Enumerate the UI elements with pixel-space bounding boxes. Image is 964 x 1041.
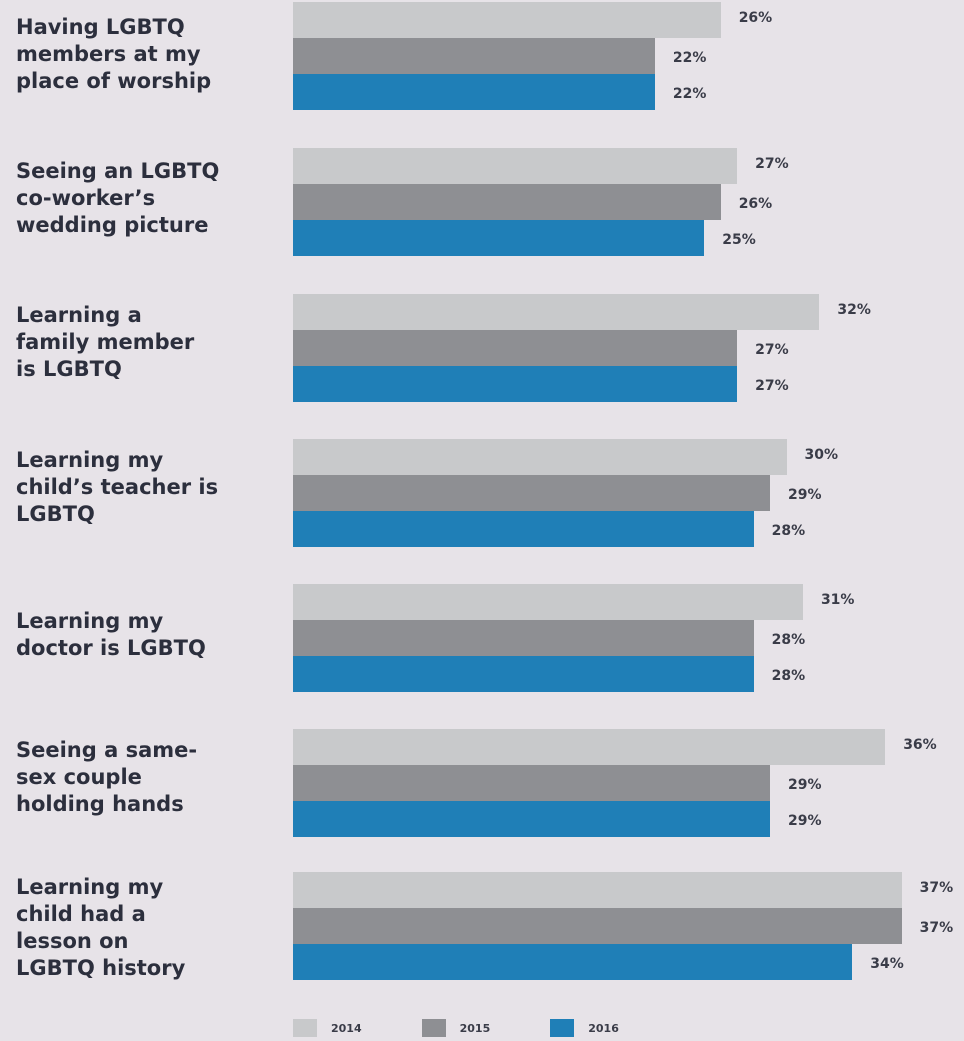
bar-2014 [293,584,803,620]
bar-2014 [293,729,886,765]
bar-2016 [293,944,853,980]
category-label: Having LGBTQ members at my place of wors… [16,15,212,93]
bar-2015 [293,38,655,74]
legend-item-2015: 2015 [421,1019,491,1037]
data-label: 37% [919,920,954,936]
data-label: 34% [870,956,904,972]
bar-2014 [293,294,820,330]
data-label: 28% [771,523,806,539]
legend-swatch-2014 [293,1019,317,1037]
data-label: 28% [771,668,806,684]
data-label: 22% [672,50,707,66]
bar-2015 [293,620,754,656]
bar-2015 [293,330,738,366]
data-label: 27% [755,156,789,172]
data-label: 29% [788,813,822,829]
bar-2015 [293,475,771,511]
bar-2016 [293,511,754,547]
bar-2014 [293,439,787,475]
data-label: 29% [788,777,822,793]
legend-swatch-2016 [550,1019,575,1037]
bar-2015 [293,908,902,944]
category-label: Seeing an LGBTQ co-worker’s wedding pict… [16,159,220,237]
bar-2014 [293,872,902,908]
bar-2015 [293,765,771,801]
category-label: Learning my doctor is LGBTQ [16,609,206,660]
legend-item-2014: 2014 [293,1019,362,1037]
data-label: 25% [722,232,756,248]
chart-legend: 2014 2015 2016 [293,1019,619,1037]
legend-swatch-2015 [421,1019,446,1037]
data-label: 26% [738,196,773,212]
data-label: 37% [919,880,954,896]
data-label: 28% [771,632,806,648]
legend-label-2016: 2016 [588,1021,619,1035]
data-label: 27% [755,342,789,358]
data-label: 29% [788,487,822,503]
legend-label-2015: 2015 [459,1021,491,1035]
legend-item-2016: 2016 [550,1019,619,1037]
category-label: Seeing a same- sex couple holding hands [16,738,198,816]
category-label: Learning my child had a lesson on LGBTQ … [16,875,186,980]
category-label: Learning a family member is LGBTQ [16,303,195,381]
category-label: Learning my child’s teacher is LGBTQ [16,448,219,526]
bar-2015 [293,184,721,220]
bar-2016 [293,366,738,402]
data-label: 26% [738,10,773,26]
data-label: 30% [804,447,839,463]
bar-2016 [293,220,705,256]
bar-2014 [293,2,721,38]
bar-2016 [293,656,754,692]
data-label: 36% [903,737,937,753]
bar-2014 [293,148,738,184]
data-label: 32% [837,302,871,318]
bar-2016 [293,801,771,837]
data-label: 31% [820,592,855,608]
legend-label-2014: 2014 [331,1021,362,1035]
data-label: 27% [755,378,789,394]
data-label: 22% [672,86,707,102]
bar-2016 [293,74,655,110]
